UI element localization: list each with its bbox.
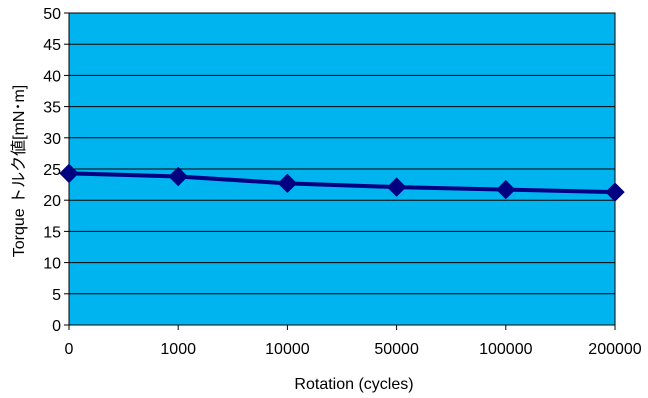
y-tick-label: 15 — [43, 224, 61, 241]
x-tick-label: 100000 — [479, 341, 532, 358]
x-tick-label: 1000 — [160, 341, 196, 358]
x-tick-label: 10000 — [265, 341, 310, 358]
y-tick-label: 50 — [43, 6, 61, 23]
data-point — [168, 166, 188, 187]
y-tick-label: 45 — [43, 37, 61, 54]
y-tick-label: 35 — [43, 100, 61, 117]
x-axis-title: Rotation (cycles) — [294, 376, 413, 393]
y-tick-label: 40 — [43, 68, 61, 85]
y-tick-label: 25 — [43, 162, 61, 179]
y-tick-label: 20 — [43, 193, 61, 210]
x-tick-label: 200000 — [588, 341, 641, 358]
data-point — [496, 179, 516, 200]
series-layer — [59, 163, 625, 202]
data-point — [277, 173, 298, 194]
gridlines — [69, 43, 615, 295]
x-axis-ticks: 0 1000 10000 50000 100000 200000 — [65, 325, 642, 358]
y-axis-ticks: 0 5 10 15 20 25 30 35 40 45 50 — [43, 6, 69, 335]
x-tick-label: 0 — [65, 341, 74, 358]
series-line — [68, 171, 616, 195]
y-axis-title: Torque トルク値[mN･m] — [10, 85, 28, 257]
y-tick-label: 10 — [43, 256, 61, 273]
x-tick-label: 50000 — [374, 341, 419, 358]
data-point — [605, 182, 625, 202]
data-point — [59, 163, 79, 184]
y-tick-label: 30 — [43, 131, 61, 148]
y-tick-label: 5 — [52, 287, 61, 304]
y-tick-label: 0 — [52, 318, 61, 335]
data-point — [386, 177, 407, 197]
